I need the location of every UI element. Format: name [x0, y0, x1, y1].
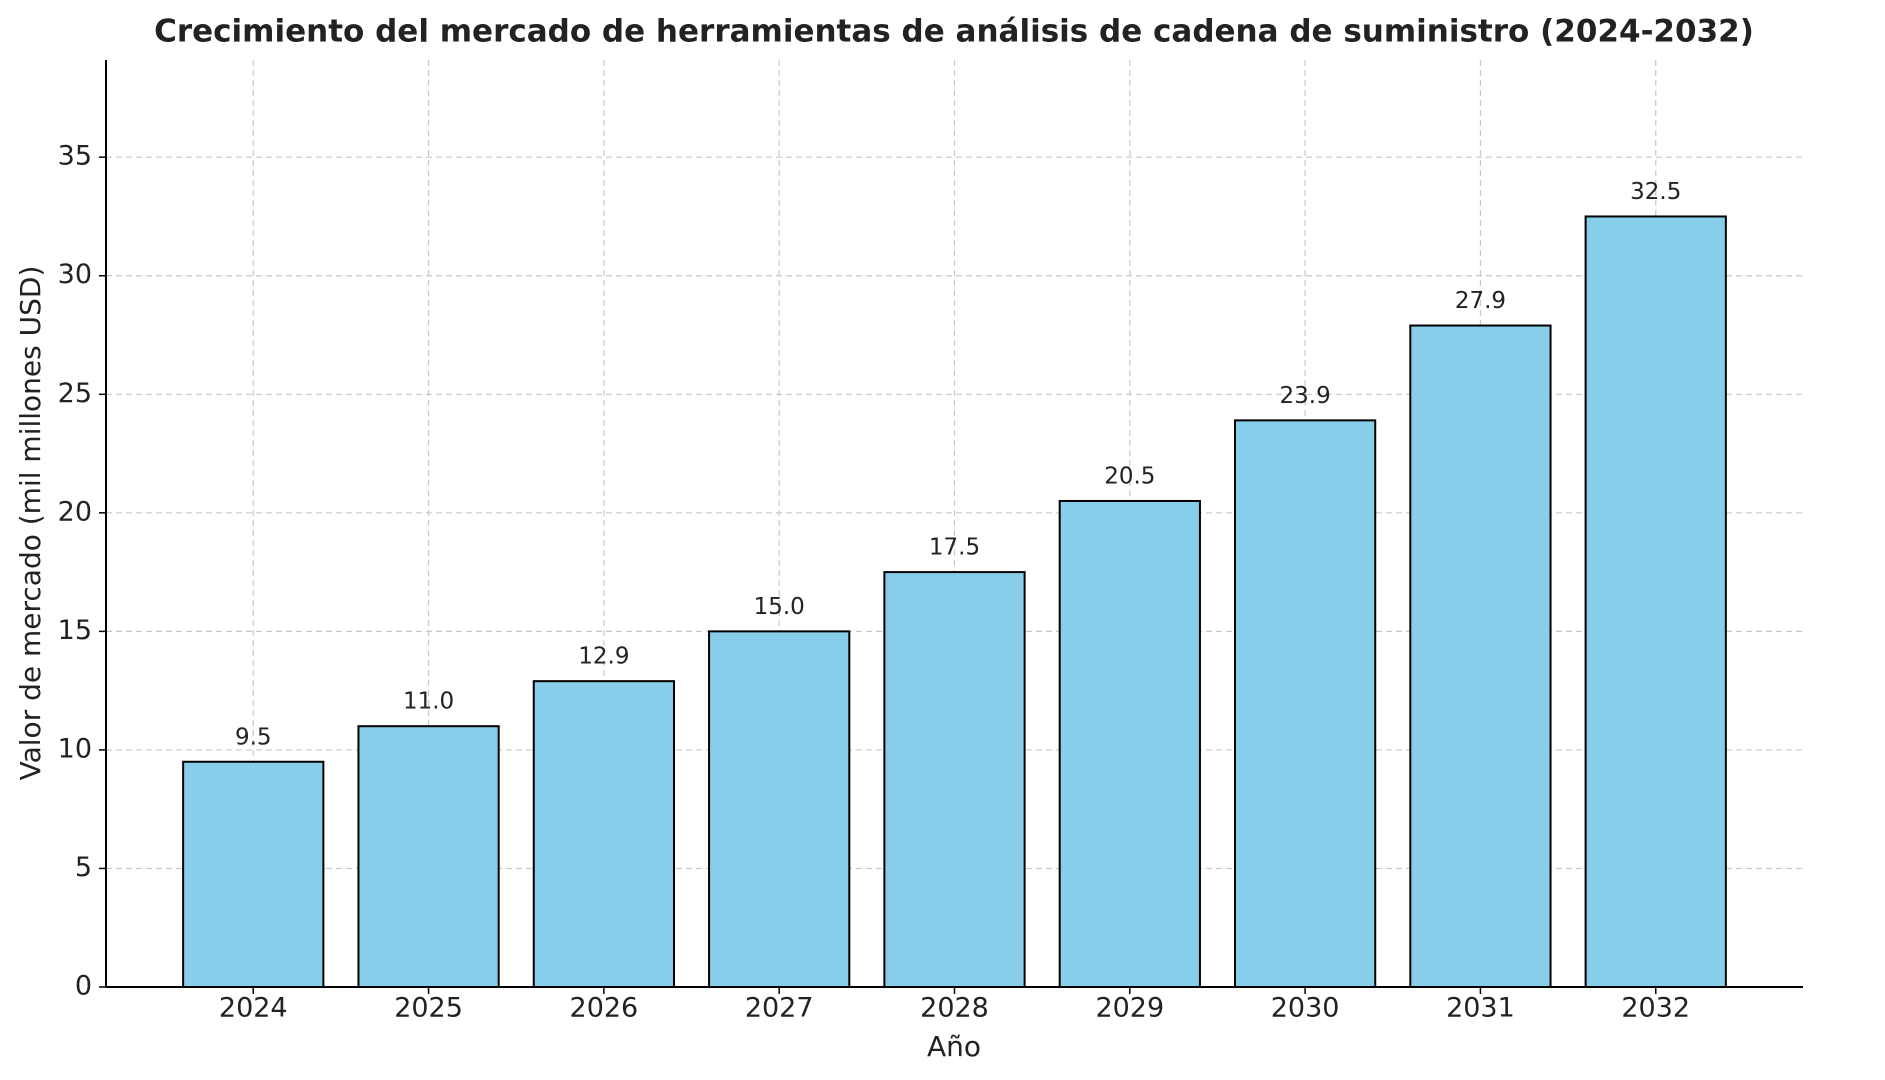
bar — [708, 630, 851, 988]
data-label: 9.5 — [235, 724, 272, 750]
x-tick-label: 2032 — [1621, 993, 1690, 1024]
y-tick-label: 20 — [58, 496, 92, 527]
y-tick-label: 25 — [58, 378, 92, 409]
bar — [532, 680, 676, 988]
x-tick-label: 2025 — [394, 993, 463, 1024]
x-tick-label: 2031 — [1446, 993, 1515, 1024]
data-label: 20.5 — [1104, 463, 1155, 489]
bar — [1409, 324, 1552, 988]
y-tick-label: 5 — [75, 852, 92, 883]
data-label: 27.9 — [1455, 288, 1506, 314]
data-label: 12.9 — [578, 644, 629, 670]
data-label: 32.5 — [1630, 179, 1681, 205]
bar — [1584, 215, 1727, 988]
x-tick-label: 2024 — [219, 993, 288, 1024]
bar — [357, 725, 500, 988]
data-label: 17.5 — [929, 535, 980, 561]
y-tick-label: 10 — [58, 733, 92, 764]
x-tick-label: 2027 — [745, 993, 814, 1024]
data-label: 23.9 — [1280, 383, 1331, 409]
data-label: 15.0 — [754, 594, 805, 620]
y-tick-label: 35 — [58, 141, 92, 172]
y-tick-label: 30 — [58, 259, 92, 290]
chart-title: Crecimiento del mercado de herramientas … — [154, 14, 1754, 50]
y-tick-label: 15 — [58, 615, 92, 646]
bar — [182, 760, 325, 989]
x-tick-label: 2029 — [1095, 993, 1164, 1024]
x-tick-label: 2026 — [570, 993, 639, 1024]
bar — [1058, 499, 1201, 988]
bar — [1233, 419, 1377, 988]
y-axis-label: Valor de mercado (mil millones USD) — [14, 266, 47, 781]
bar — [883, 571, 1026, 988]
y-tick-label: 0 — [75, 971, 92, 1002]
data-label: 11.0 — [403, 689, 454, 715]
x-axis-label: Año — [927, 1030, 981, 1063]
x-tick-label: 2030 — [1271, 993, 1340, 1024]
x-tick-label: 2028 — [920, 993, 989, 1024]
